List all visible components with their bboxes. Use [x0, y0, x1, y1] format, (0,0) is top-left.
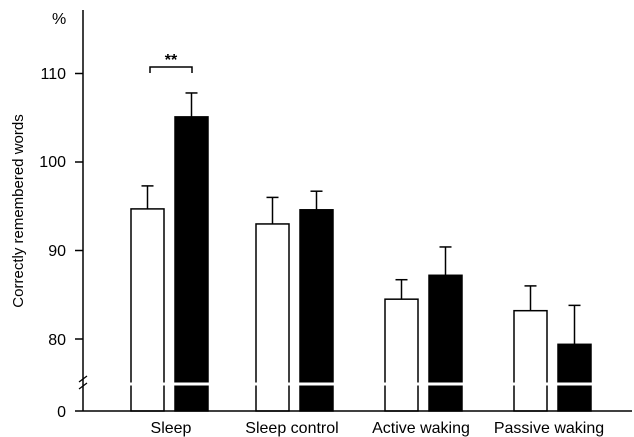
y-tick-label-90: 90 — [48, 243, 66, 260]
y-tick-label-zero: 0 — [57, 404, 66, 421]
error-bars-group — [141, 92, 581, 345]
y-unit-label: % — [52, 11, 66, 28]
bar-active-waking-black — [428, 274, 463, 412]
annotations-group: ** — [149, 52, 193, 73]
bar-sleep-control-black — [299, 209, 334, 412]
bar-passive-waking-white — [513, 309, 548, 412]
axes-group — [82, 10, 632, 412]
y-ticks-group — [75, 72, 83, 412]
category-label-passive-waking: Passive waking — [494, 420, 604, 437]
bar-sleep-black — [174, 116, 209, 412]
category-label-sleep: Sleep — [151, 420, 192, 437]
bar-active-waking-white — [384, 298, 419, 412]
bar-sleep-white — [130, 208, 165, 412]
y-tick-label-110: 110 — [40, 66, 66, 83]
category-label-sleep-control: Sleep control — [245, 420, 338, 437]
significance-label: ** — [165, 52, 178, 69]
y-tick-label-80: 80 — [48, 332, 66, 349]
y-tick-label-100: 100 — [39, 154, 66, 171]
significance-bracket — [149, 66, 193, 73]
y-axis-title: Correctly remembered words — [10, 114, 27, 307]
category-label-active-waking: Active waking — [372, 420, 470, 437]
bar-sleep-control-white — [255, 223, 290, 412]
bar-passive-waking-black — [557, 343, 592, 412]
bars-group — [130, 116, 592, 412]
